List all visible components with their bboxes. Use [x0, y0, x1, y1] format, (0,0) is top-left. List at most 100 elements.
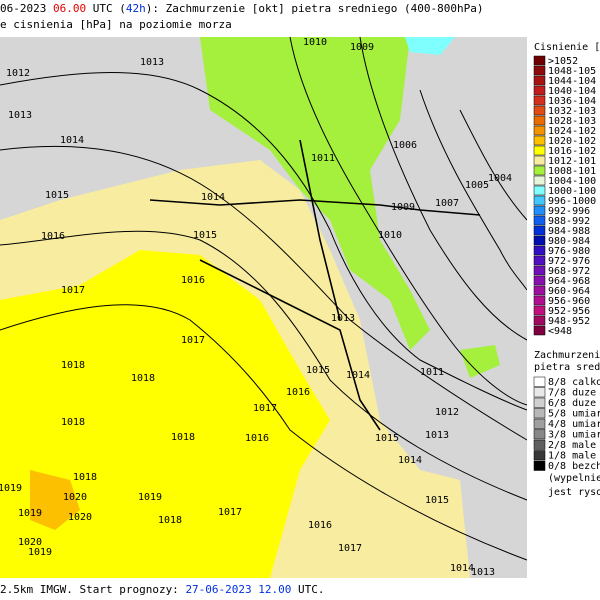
legend-label: <948: [548, 326, 572, 337]
isobar-label: 1017: [218, 507, 242, 518]
pressure-1020-1024: [30, 470, 80, 530]
isobar-label: 1014: [398, 455, 422, 466]
footer-part: [252, 583, 259, 596]
legend-label: 952-956: [548, 306, 590, 317]
isobar-label: 1014: [346, 370, 370, 381]
isobar-label: 1018: [61, 360, 85, 371]
isobar-label: 1016: [181, 275, 205, 286]
isobar-label: 1019: [28, 547, 52, 558]
legend-label: 964-968: [548, 276, 590, 287]
legend-swatch: [533, 135, 546, 146]
legend-label: 956-960: [548, 296, 590, 307]
isobar-label: 1007: [435, 198, 459, 209]
legend-swatch: [533, 418, 546, 429]
legend-label: 1/8 male: [548, 451, 596, 462]
isobar-label: 1013: [471, 567, 495, 578]
pressure-1000-1004: [405, 37, 455, 55]
cloud-legend-note: (wypelnieni: [548, 473, 600, 484]
legend-label: 5/8 umiar: [548, 409, 600, 420]
legend-swatch: [533, 325, 546, 336]
legend-swatch: [533, 315, 546, 326]
legend-label: 972-976: [548, 256, 590, 267]
header-part: ): Zachmurzenie [okt] pietra sredniego (…: [146, 2, 484, 15]
legend-swatch: [533, 285, 546, 296]
footer-part: 27-06-2023: [185, 583, 251, 596]
isobar-label: 1009: [350, 42, 374, 53]
legend-swatch: [533, 195, 546, 206]
isobar-label: 1015: [306, 365, 330, 376]
legend-swatch: [533, 175, 546, 186]
header-part: 06.00: [53, 2, 86, 15]
legend-label: 1036-104: [548, 96, 596, 107]
isobar-label: 1011: [420, 367, 444, 378]
map: [0, 36, 528, 578]
legend-label: 3/8 umiar: [548, 430, 600, 441]
legend-label: 1028-103: [548, 116, 596, 127]
isobar-label: 1017: [181, 335, 205, 346]
legend-swatch: [533, 55, 546, 66]
legend-swatch: [533, 145, 546, 156]
isobar-label: 1013: [331, 313, 355, 324]
legend-swatch: [533, 225, 546, 236]
isobar-labels: 1010 100910121013101310141011100610051004…: [0, 37, 512, 578]
isobar-label: 1019: [0, 483, 22, 494]
isobar-label: 1012: [6, 68, 30, 79]
legend-label: 992-996: [548, 206, 590, 217]
isobars: [0, 36, 528, 561]
legend-swatch: [533, 115, 546, 126]
isobar-label: 1016: [245, 433, 269, 444]
isobar-label: 1018: [158, 515, 182, 526]
legend-swatch: [533, 105, 546, 116]
footer-part: 12.00: [258, 583, 291, 596]
footer: 2.5km IMGW. Start prognozy: 27-06-2023 1…: [0, 583, 325, 596]
isobar-label: 1011: [311, 153, 335, 164]
isobar-label: 1004: [488, 173, 512, 184]
legend-label: 1008-101: [548, 166, 596, 177]
legend-label: 1044-104: [548, 76, 596, 87]
isobar-label: 1015: [375, 433, 399, 444]
legend-label: 1016-102: [548, 146, 596, 157]
legend-swatch: [533, 460, 546, 471]
legend-label: 996-1000: [548, 196, 596, 207]
isobar-label: 1017: [338, 543, 362, 554]
legend-swatch: [533, 215, 546, 226]
legend-label: 1000-100: [548, 186, 596, 197]
legend-label: 1012-101: [548, 156, 596, 167]
isobar-label: 1019: [138, 492, 162, 503]
legend-label: 2/8 male: [548, 440, 596, 451]
legend-swatch: [533, 185, 546, 196]
isobar-label: 1020: [63, 492, 87, 503]
isobar-label: 1016: [286, 387, 310, 398]
cloud-legend-title: pietra sredni: [534, 362, 600, 373]
isobar-label: 1019: [18, 508, 42, 519]
legend-label: 976-980: [548, 246, 590, 257]
pressure-1016-1020: [0, 250, 330, 578]
legend-swatch: [533, 295, 546, 306]
isobar-label: 1012: [435, 407, 459, 418]
legend-label: 1024-102: [548, 126, 596, 137]
legend-swatch: [533, 265, 546, 276]
legend-swatch: [533, 75, 546, 86]
isobar-label: 1015: [425, 495, 449, 506]
legend-swatch: [533, 85, 546, 96]
legend-label: 7/8 duze: [548, 388, 596, 399]
legend-swatch: [533, 439, 546, 450]
legend-swatch: [533, 397, 546, 408]
isobar-label: 1016: [41, 231, 65, 242]
legend-label: 1004-100: [548, 176, 596, 187]
legend-label: 4/8 umiar: [548, 419, 600, 430]
legend-label: 0/8 bezch: [548, 461, 600, 472]
legend-swatch: [533, 255, 546, 266]
isobar-label: 1009: [391, 202, 415, 213]
isobar-label: 1018: [131, 373, 155, 384]
isobar-label: 1010: [378, 230, 402, 241]
isobar-label: 1005: [465, 180, 489, 191]
legend-swatch: [533, 155, 546, 166]
header-bg: [0, 0, 527, 36]
header-line1: 06-2023 06.00 UTC (42h): Zachmurzenie [o…: [0, 2, 484, 15]
legend-label: 988-992: [548, 216, 590, 227]
legend-label: 968-972: [548, 266, 590, 277]
legend-label: 984-988: [548, 226, 590, 237]
header-part: 42h: [126, 2, 146, 15]
header-part: 06-2023: [0, 2, 53, 15]
